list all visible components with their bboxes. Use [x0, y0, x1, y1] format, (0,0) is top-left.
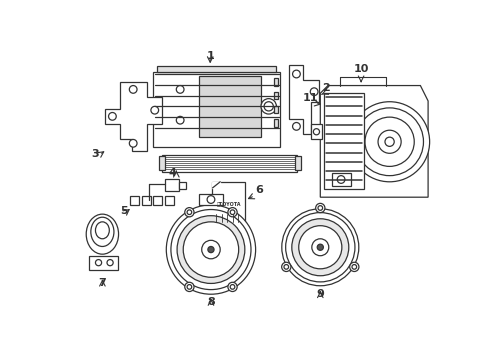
Circle shape — [230, 285, 234, 289]
Text: 7: 7 — [98, 278, 106, 288]
Circle shape — [364, 117, 413, 166]
Circle shape — [351, 265, 356, 269]
Circle shape — [129, 86, 137, 93]
Circle shape — [317, 206, 322, 210]
Text: 2: 2 — [321, 83, 329, 93]
Circle shape — [310, 88, 317, 95]
Ellipse shape — [95, 222, 109, 239]
Circle shape — [202, 240, 220, 259]
Polygon shape — [320, 86, 427, 197]
Text: ⓉTOYOTA: ⓉTOYOTA — [216, 202, 241, 207]
Text: 10: 10 — [353, 64, 368, 75]
Circle shape — [176, 116, 183, 124]
Circle shape — [311, 239, 328, 256]
Polygon shape — [289, 65, 318, 134]
Polygon shape — [157, 66, 276, 72]
Ellipse shape — [86, 214, 118, 254]
Circle shape — [349, 102, 429, 182]
Circle shape — [207, 195, 214, 203]
Circle shape — [284, 265, 288, 269]
Text: 3: 3 — [91, 149, 98, 159]
Bar — [331, 172, 350, 186]
Bar — [162, 155, 297, 172]
Circle shape — [107, 260, 113, 266]
Text: 4: 4 — [168, 168, 176, 177]
Bar — [274, 105, 277, 113]
Polygon shape — [153, 72, 280, 147]
Circle shape — [151, 106, 158, 114]
Circle shape — [313, 129, 319, 135]
Circle shape — [337, 176, 344, 183]
Text: 8: 8 — [206, 297, 214, 307]
Circle shape — [264, 102, 273, 111]
Circle shape — [317, 244, 323, 250]
Bar — [164, 195, 174, 205]
Text: 11: 11 — [302, 93, 317, 103]
Circle shape — [177, 216, 244, 283]
Bar — [324, 93, 364, 189]
Circle shape — [230, 210, 234, 215]
Circle shape — [377, 130, 400, 153]
Text: 9: 9 — [316, 289, 324, 299]
Circle shape — [281, 262, 290, 271]
Circle shape — [95, 260, 102, 266]
Circle shape — [292, 122, 300, 130]
Polygon shape — [104, 82, 162, 151]
Text: 6: 6 — [254, 185, 262, 195]
Circle shape — [292, 70, 300, 78]
Bar — [88, 256, 118, 270]
Bar — [164, 179, 178, 191]
Circle shape — [227, 208, 237, 217]
Text: 5: 5 — [120, 206, 127, 216]
Circle shape — [349, 262, 358, 271]
Circle shape — [108, 112, 116, 120]
Bar — [199, 76, 261, 137]
Bar — [130, 195, 139, 205]
Circle shape — [298, 226, 341, 269]
Circle shape — [355, 108, 423, 176]
Circle shape — [291, 219, 348, 276]
Circle shape — [184, 282, 194, 292]
Bar — [310, 124, 321, 139]
Bar — [294, 156, 301, 170]
Circle shape — [281, 209, 358, 286]
Circle shape — [227, 282, 237, 292]
Circle shape — [176, 86, 183, 93]
Bar — [142, 195, 151, 205]
Circle shape — [171, 210, 250, 289]
Circle shape — [183, 222, 238, 277]
Circle shape — [166, 205, 255, 294]
Bar — [274, 78, 277, 86]
Circle shape — [184, 208, 194, 217]
Circle shape — [285, 213, 354, 282]
Circle shape — [187, 285, 191, 289]
Bar — [158, 156, 164, 170]
Ellipse shape — [91, 217, 114, 247]
Bar — [153, 195, 162, 205]
Bar — [178, 182, 186, 189]
Bar — [199, 194, 222, 205]
Circle shape — [187, 210, 191, 215]
Bar — [212, 182, 244, 222]
Circle shape — [384, 137, 393, 147]
Bar — [274, 92, 277, 99]
Circle shape — [261, 99, 276, 114]
Circle shape — [207, 247, 214, 253]
Text: 1: 1 — [206, 50, 214, 60]
Circle shape — [315, 203, 324, 213]
Bar — [274, 120, 277, 127]
Polygon shape — [212, 182, 220, 188]
Circle shape — [129, 139, 137, 147]
